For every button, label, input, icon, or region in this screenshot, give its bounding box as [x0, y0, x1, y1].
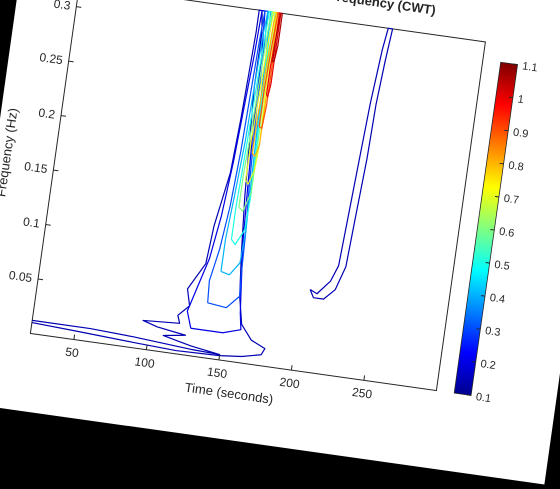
- colorbar-tick-label: 0.6: [498, 226, 515, 240]
- colorbar-tick-mark: [499, 162, 504, 165]
- colorbar-ticks: 0.1 0.2 0.3 0.4 0.5 0.6 0.7 0.8 0.9 1 1.1: [467, 60, 539, 405]
- colorbar-tick-label: 0.9: [512, 127, 529, 141]
- colorbar-tick-mark: [485, 262, 490, 264]
- colorbar-tick-mark: [480, 295, 486, 297]
- x-tick-label: 50: [64, 345, 79, 361]
- contour-lines: [31, 9, 394, 358]
- colorbar-tick-mark: [508, 96, 513, 99]
- colorbar-tick-label: 0.2: [480, 358, 497, 372]
- colorbar-tick-label: 0.8: [508, 160, 525, 174]
- colorbar-tick-mark: [494, 195, 500, 198]
- y-tick-label: 0.1: [22, 214, 41, 230]
- y-tick-mark: [76, 6, 82, 8]
- x-tick-mark: [218, 354, 221, 361]
- colorbar-tick-label: 1: [517, 93, 525, 106]
- colorbar-tick-label: 1.1: [522, 60, 539, 74]
- y-tick-mark: [45, 224, 51, 226]
- y-tick-label: 0.3: [53, 0, 72, 13]
- x-tick-mark: [145, 344, 148, 350]
- x-tick-label: 100: [134, 354, 156, 371]
- x-tick-mark: [290, 365, 293, 371]
- colorbar-tick-label: 0.3: [484, 325, 501, 339]
- contour-line-1: [309, 27, 394, 300]
- colorbar-tick-mark: [471, 361, 476, 363]
- contour-line-11: [272, 12, 283, 63]
- x-tick-label: 150: [206, 365, 228, 382]
- colorbar-tick-mark: [504, 129, 509, 132]
- y-tick-label: 0.25: [39, 50, 64, 67]
- y-tick-label: 0.05: [8, 268, 33, 285]
- x-tick-label: 200: [279, 375, 301, 392]
- x-tick-mark: [363, 375, 366, 381]
- x-axis-label: Time (seconds): [184, 380, 274, 407]
- colorbar-tick-mark: [513, 63, 518, 66]
- colorbar-tick-mark: [467, 394, 472, 396]
- y-axis-label: Frequency (Hz): [0, 107, 21, 198]
- x-tick-label: 250: [351, 385, 373, 402]
- y-tick-label: 0.15: [23, 159, 48, 176]
- colorbar-tick-mark: [476, 328, 481, 330]
- colorbar-tick-label: 0.5: [494, 259, 511, 273]
- x-axis-ticks: 50 100 150 200 250: [64, 334, 373, 402]
- y-tick-mark: [60, 115, 67, 117]
- x-tick-mark: [73, 334, 76, 340]
- colorbar-tick-label: 0.7: [503, 193, 520, 207]
- y-tick-mark: [68, 60, 74, 63]
- contour-line-0: [31, 9, 266, 358]
- y-axis-ticks: 0.05 0.1 0.15 0.2 0.25 0.3: [8, 0, 82, 285]
- colorbar-tick-mark: [490, 228, 495, 231]
- colorbar-tick-label: 0.1: [475, 391, 492, 405]
- y-tick-label: 0.2: [38, 106, 57, 122]
- y-tick-mark: [37, 278, 44, 281]
- y-tick-mark: [53, 169, 59, 172]
- colorbar-tick-label: 0.4: [489, 292, 506, 306]
